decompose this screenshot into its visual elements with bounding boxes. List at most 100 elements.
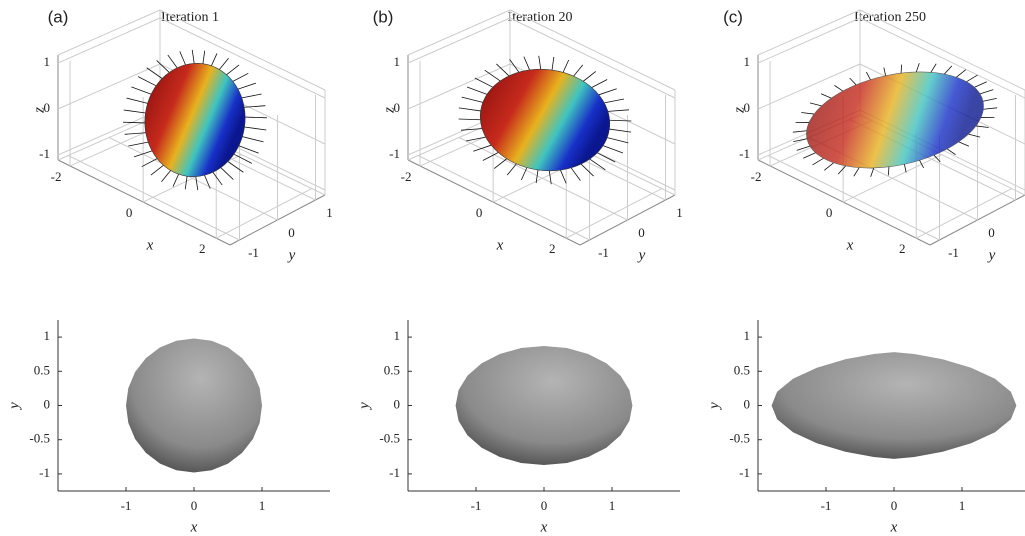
z-axis-label: z — [381, 107, 397, 114]
z-tick-label: 1 — [744, 54, 751, 69]
normal-arrow — [884, 68, 886, 76]
normal-arrow — [128, 139, 148, 148]
normal-arrow — [238, 81, 256, 92]
normal-arrow — [483, 150, 498, 162]
normal-arrow — [459, 108, 481, 111]
normal-arrow — [474, 78, 494, 87]
normal-arrow — [563, 59, 569, 72]
x-axis-label: x — [890, 519, 898, 535]
x-tick-label: 2 — [549, 241, 556, 256]
axis-box-line — [758, 18, 860, 63]
normal-arrow — [466, 87, 487, 94]
normal-arrow — [155, 60, 170, 72]
y-tick-label: 0.5 — [384, 362, 400, 377]
normal-arrow — [966, 75, 979, 82]
shape-2d — [772, 352, 1017, 459]
x-tick-label: 0 — [126, 205, 133, 220]
y-axis-label: y — [356, 402, 372, 411]
normal-arrow — [796, 146, 810, 150]
shape-2d — [126, 339, 262, 473]
figure: (a)Iteration 1-202-101-101xyz-1-0.500.51… — [0, 0, 1025, 536]
normal-arrow — [203, 51, 205, 64]
y-tick-label: -0.5 — [29, 431, 50, 446]
x-axis-label: x — [190, 519, 198, 535]
x-axis-label: x — [846, 237, 854, 253]
y-tick-label: 0.5 — [34, 362, 50, 377]
x-axis-label: x — [496, 237, 504, 253]
normal-arrow — [980, 90, 994, 94]
normal-arrow — [151, 164, 163, 177]
normal-arrow — [203, 175, 212, 188]
normal-arrow — [459, 117, 481, 122]
y-axis-label: y — [637, 247, 646, 263]
normal-arrow — [574, 64, 583, 77]
x-tick-label: -1 — [471, 498, 482, 513]
normal-arrow — [570, 168, 582, 181]
panel-label: (c) — [723, 7, 743, 26]
normal-arrow — [604, 96, 624, 105]
normal-arrow — [599, 86, 617, 97]
y-axis-label: y — [287, 247, 296, 263]
x-tick-label: 1 — [609, 498, 616, 513]
panel-title: Iteration 20 — [508, 10, 573, 25]
x-tick-label: -1 — [821, 498, 832, 513]
x-tick-label: 1 — [259, 498, 266, 513]
normal-arrow — [955, 70, 967, 78]
normal-arrow — [166, 55, 178, 68]
y-tick-label: 0 — [638, 225, 645, 240]
y-tick-label: 1 — [44, 328, 51, 343]
normal-arrow — [219, 168, 234, 180]
normal-arrow — [981, 115, 994, 121]
y-tick-label: -1 — [739, 465, 750, 480]
normal-arrow — [131, 87, 152, 94]
y-tick-label: 1 — [326, 205, 333, 220]
normal-arrow — [592, 78, 607, 90]
normal-arrow — [834, 84, 842, 93]
normal-arrow — [943, 66, 953, 74]
x-tick-label: 1 — [959, 498, 966, 513]
normal-arrow — [227, 162, 245, 173]
normal-arrow — [242, 91, 262, 100]
normal-arrow — [959, 140, 969, 148]
normal-arrow — [522, 57, 531, 70]
panel-label: (b) — [373, 7, 394, 26]
normal-arrow — [823, 163, 835, 171]
normal-arrow — [242, 137, 264, 142]
normal-arrow — [537, 56, 543, 69]
normal-arrow — [837, 166, 847, 174]
normal-arrow — [178, 51, 187, 64]
normal-arrow — [461, 97, 483, 102]
normal-arrow — [796, 120, 809, 126]
axis-box-line — [408, 18, 510, 63]
surface-3d-body — [798, 57, 993, 183]
axis-box-line — [58, 10, 160, 55]
normal-arrow — [852, 168, 860, 177]
x-tick-label: -2 — [751, 169, 762, 184]
y-tick-label: -1 — [39, 465, 50, 480]
x-tick-label: 0 — [191, 498, 198, 513]
x-axis-label: x — [146, 237, 154, 253]
z-axis-label: z — [31, 107, 47, 114]
normal-arrow — [866, 72, 870, 81]
x-tick-label: -2 — [401, 169, 412, 184]
y-tick-label: -0.5 — [379, 431, 400, 446]
normal-arrow — [552, 57, 554, 70]
normal-arrow — [190, 50, 196, 63]
normal-arrow — [245, 127, 267, 130]
z-tick-label: -1 — [389, 146, 400, 161]
panel-label: (a) — [48, 7, 69, 26]
y-tick-label: -1 — [389, 465, 400, 480]
normal-arrow — [494, 157, 506, 170]
normal-arrow — [185, 176, 187, 189]
z-tick-label: 1 — [394, 54, 401, 69]
normal-arrow — [583, 70, 595, 83]
normal-arrow — [915, 63, 921, 72]
normal-arrow — [227, 63, 239, 76]
normal-arrow — [803, 153, 816, 159]
normal-arrow — [124, 110, 146, 113]
x-tick-label: 0 — [541, 498, 548, 513]
y-tick-label: 0 — [744, 396, 751, 411]
normal-arrow — [904, 164, 906, 172]
y-tick-label: 0.5 — [734, 362, 750, 377]
normal-arrow — [850, 77, 856, 86]
